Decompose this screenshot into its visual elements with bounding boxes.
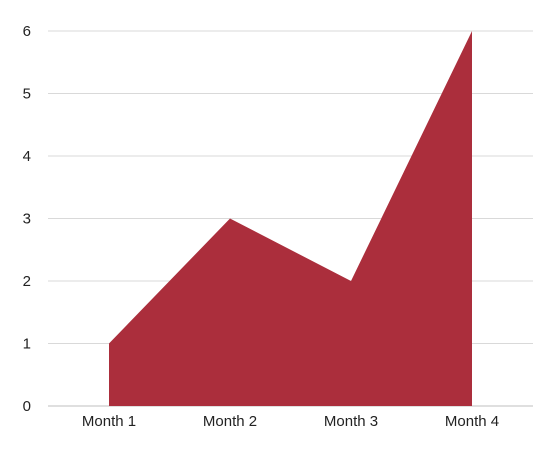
x-tick-label: Month 2 xyxy=(203,413,257,430)
y-axis-ticks: 0 1 2 3 4 5 6 xyxy=(23,23,31,415)
y-tick-label: 0 xyxy=(23,398,31,415)
x-axis-ticks: Month 1 Month 2 Month 3 Month 4 xyxy=(82,413,499,430)
y-tick-label: 2 xyxy=(23,273,31,290)
y-tick-label: 5 xyxy=(23,86,31,103)
series-area-layer xyxy=(109,31,472,406)
x-tick-label: Month 1 xyxy=(82,413,136,430)
series-area-1[interactable] xyxy=(109,31,472,406)
x-tick-label: Month 3 xyxy=(324,413,378,430)
y-tick-label: 3 xyxy=(23,211,31,228)
x-tick-label: Month 4 xyxy=(445,413,499,430)
y-tick-label: 6 xyxy=(23,23,31,40)
y-tick-label: 1 xyxy=(23,336,31,353)
y-tick-label: 4 xyxy=(23,148,31,165)
